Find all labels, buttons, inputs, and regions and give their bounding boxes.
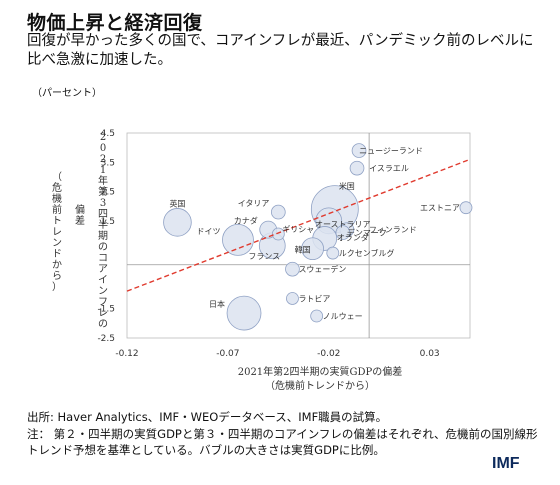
y-tick-label: -2.5 [97, 334, 115, 344]
point-label: フィンランド [369, 226, 417, 235]
data-bubble [226, 295, 262, 331]
data-bubble [163, 208, 192, 237]
chart-title: 物価上昇と経済回復 [27, 12, 203, 34]
data-bubble [459, 201, 473, 215]
x-tick-label: -0.02 [317, 349, 340, 359]
point-label: イタリア [238, 199, 270, 208]
y-axis-label-text: 偏差 [75, 203, 85, 227]
data-bubble [270, 204, 286, 220]
imf-logo: IMF [492, 455, 520, 472]
x-axis-sublabel: （危機前トレンドから） [265, 379, 375, 392]
point-label: イスラエル [369, 164, 409, 173]
x-tick-label: -0.12 [115, 349, 138, 359]
point-label: エストニア [420, 204, 460, 213]
point-label: ドイツ [196, 227, 220, 236]
source-note: 出所: Haver Analytics、IMF・WEOデータベース、IMF職員の… [27, 410, 388, 424]
y-axis-label-column: （危機前トレンドから） [52, 171, 62, 293]
tick-label-layer: -0.12 -0.07 -0.02 0.03 -2.5 -1.5 1.5 2.5 3.5 4.5 [97, 129, 439, 359]
y-axis-label: 2 0 2 1 年第 3 四半期のコアインフレの 偏差 （危機前トレンドから） [52, 132, 108, 330]
point-label: ラトビア [298, 294, 330, 303]
trendline-layer [126, 158, 471, 292]
bubble-layer [163, 143, 473, 331]
data-bubble [326, 246, 340, 260]
point-label: 韓国 [295, 245, 311, 255]
point-label: カナダ [234, 216, 258, 226]
point-label: デンマーク [347, 228, 387, 238]
point-label: スウェーデン [298, 264, 346, 274]
y-tick-label: 4.5 [101, 129, 115, 139]
point-label: フランス [248, 252, 280, 261]
y-tick-label: -1.5 [97, 305, 115, 315]
point-label: 米国 [339, 181, 355, 191]
point-label: 日本 [209, 299, 225, 309]
x-axis-label: 2021年第2四半期の実質GDPの偏差 [238, 365, 403, 378]
footnote: 注： 第２・四半期の実質GDPと第３・四半期のコアインフレの偏差はそれぞれ、危機… [27, 427, 538, 457]
point-label: ルクセンブルグ [339, 248, 395, 258]
y-axis-label-text: （危機前トレンドから） [52, 171, 62, 293]
y-axis-label-column: 2 0 2 1 年第 3 四半期のコアインフレの [98, 132, 108, 330]
y-tick-label: 2.5 [101, 188, 115, 198]
chart-axes [126, 132, 471, 339]
data-bubble [271, 227, 285, 241]
chart-subtitle: 回復が早かった多くの国で、コアインフレが最近、パンデミック前のレベルに比べ急激に… [27, 33, 534, 68]
data-bubble [335, 225, 351, 240]
x-tick-label: 0.03 [420, 349, 440, 359]
point-label: ギリシャ [282, 225, 314, 234]
unit-label: （パーセント） [32, 88, 102, 99]
point-label: オーストラリア [315, 220, 371, 229]
point-label: 英国 [169, 198, 185, 208]
y-axis-label-column: 偏差 [75, 203, 85, 227]
data-bubble [301, 237, 324, 261]
x-tick-label: -0.07 [216, 349, 239, 359]
plot-frame [126, 132, 471, 339]
point-label: ノルウェー [323, 312, 363, 321]
data-bubble [285, 261, 300, 277]
y-tick-label: 1.5 [101, 217, 115, 227]
point-label: オランダ [337, 232, 369, 242]
data-bubble [222, 223, 254, 256]
data-bubble [349, 160, 365, 176]
point-label: ニュージーランド [359, 147, 423, 156]
data-bubble [310, 309, 324, 323]
data-bubble [286, 292, 299, 305]
trendline [126, 158, 471, 292]
y-tick-label: 3.5 [101, 158, 115, 168]
y-axis-label-text: 2 0 2 1 年第 3 四半期のコアインフレの [98, 132, 108, 330]
data-bubble [351, 143, 367, 158]
